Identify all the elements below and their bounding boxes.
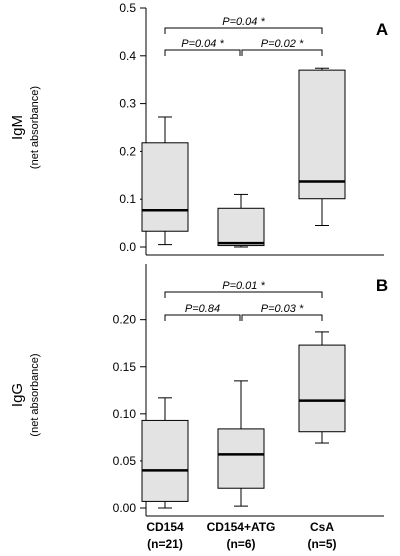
y-axis-subtitle: (net absorbance) xyxy=(29,353,41,436)
bracket-line xyxy=(241,314,323,321)
panel-a: 0.0 0.1 0.2 0.3 0.4 0.5 IgM (net absorbance) A P=… xyxy=(9,1,388,256)
significance-bracket: P=0.01 * xyxy=(164,280,323,298)
y-tick-label: 0.10 xyxy=(113,407,137,421)
y-tick-label: 0.00 xyxy=(113,501,137,515)
x-category-label: CD154 xyxy=(146,520,184,534)
panel-b: 0.00 0.05 0.10 0.15 0.20 IgG (net absorbance) B… xyxy=(9,264,388,517)
y-tick-label: 0.2 xyxy=(119,144,136,158)
y-tick-label: 0.15 xyxy=(113,360,137,374)
bracket-line xyxy=(164,27,323,34)
bracket-line xyxy=(164,291,323,298)
y-tick-label: 0.3 xyxy=(119,97,136,111)
iqr-box xyxy=(141,419,189,502)
x-category-n-label: (n=6) xyxy=(226,537,255,551)
y-tick-label: 0.4 xyxy=(119,49,136,63)
p-value-label: P=0.03 * xyxy=(261,303,304,315)
x-category-label: CsA xyxy=(310,520,334,534)
y-tick-label: 0.20 xyxy=(113,313,137,327)
box-csa xyxy=(298,67,346,226)
x-axis-category-labels: CD154 (n=21) CD154+ATG (n=6) CsA (n=5) xyxy=(146,520,336,551)
p-value-label: P=0.04 * xyxy=(222,16,265,28)
p-value-label: P=0.02 * xyxy=(261,38,304,50)
y-tick-label: 0.5 xyxy=(119,1,136,15)
iqr-box xyxy=(217,428,265,489)
bracket-line xyxy=(164,49,241,56)
significance-bracket: P=0.84 xyxy=(164,303,241,321)
p-value-label: P=0.01 * xyxy=(222,280,265,292)
y-tick-label: 0.05 xyxy=(113,454,137,468)
y-tick-label: 0.0 xyxy=(119,240,136,254)
x-category-label: CD154+ATG xyxy=(207,520,276,534)
bracket-line xyxy=(241,49,323,56)
box-cd154 xyxy=(141,116,189,246)
panel-label: B xyxy=(376,276,388,295)
y-axis-title: IgG xyxy=(9,383,26,407)
box-cd154 xyxy=(141,397,189,509)
y-axis-subtitle: (net absorbance) xyxy=(29,86,41,169)
p-value-label: P=0.04 * xyxy=(181,38,224,50)
y-tick-label: 0.1 xyxy=(119,192,136,206)
bracket-line xyxy=(164,314,241,321)
significance-bracket: P=0.02 * xyxy=(241,38,323,56)
iqr-box xyxy=(141,142,189,232)
x-category-n-label: (n=5) xyxy=(307,537,336,551)
x-category-n-label: (n=21) xyxy=(147,537,183,551)
box-cd154-atg xyxy=(217,380,265,507)
box-csa xyxy=(298,331,346,444)
significance-bracket: P=0.04 * xyxy=(164,38,241,56)
panel-label: A xyxy=(376,20,388,39)
iqr-box xyxy=(217,207,265,247)
significance-bracket: P=0.04 * xyxy=(164,16,323,34)
iqr-box xyxy=(298,69,346,200)
iqr-box xyxy=(298,344,346,433)
significance-bracket: P=0.03 * xyxy=(241,303,323,321)
box-cd154-atg xyxy=(217,193,265,248)
p-value-label: P=0.84 xyxy=(185,303,220,315)
y-axis-title: IgM xyxy=(9,115,26,140)
